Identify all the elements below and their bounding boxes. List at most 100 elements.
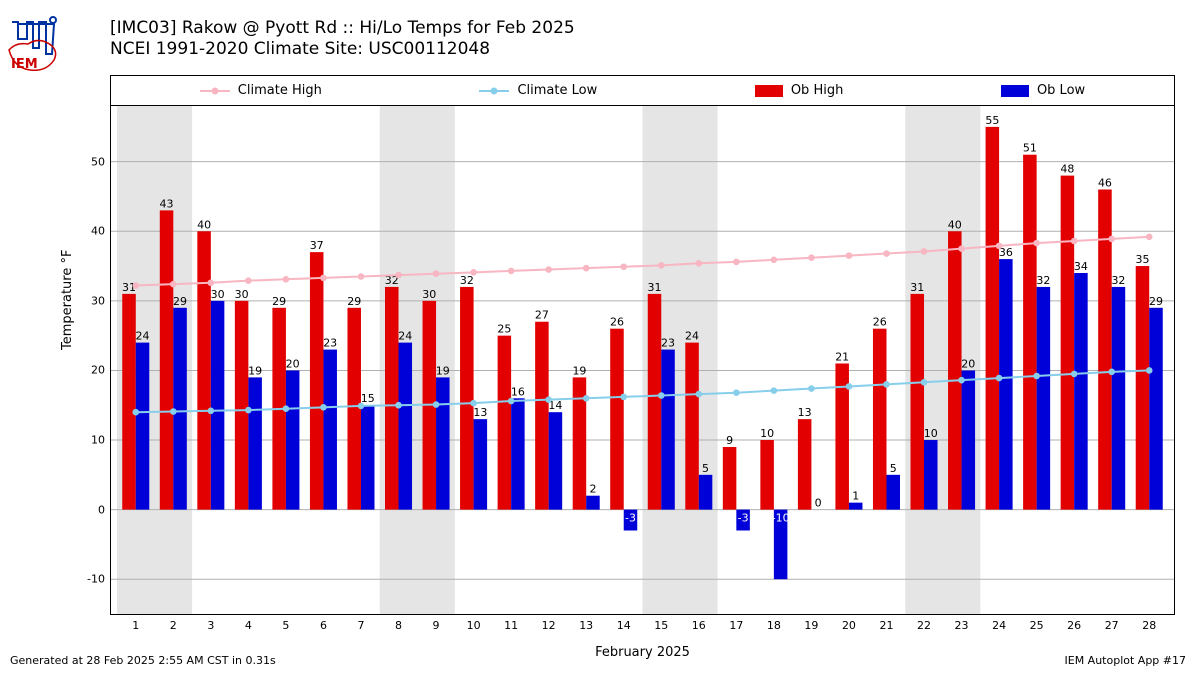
- legend-label: Ob Low: [1037, 83, 1085, 98]
- svg-text:24: 24: [685, 330, 699, 343]
- title-line-1: [IMC03] Rakow @ Pyott Rd :: Hi/Lo Temps …: [110, 18, 575, 39]
- svg-text:26: 26: [873, 316, 887, 329]
- x-tick: 25: [1030, 619, 1044, 632]
- svg-text:31: 31: [910, 281, 924, 294]
- x-tick: 16: [692, 619, 706, 632]
- x-tick: 13: [579, 619, 593, 632]
- x-tick: 3: [207, 619, 214, 632]
- y-tick: 0: [77, 503, 105, 516]
- svg-text:24: 24: [398, 330, 412, 343]
- svg-text:13: 13: [473, 406, 487, 419]
- svg-text:27: 27: [535, 309, 549, 322]
- svg-text:5: 5: [702, 462, 709, 475]
- x-tick: 11: [504, 619, 518, 632]
- x-tick: 12: [542, 619, 556, 632]
- svg-text:19: 19: [248, 364, 262, 377]
- svg-text:25: 25: [497, 323, 511, 336]
- svg-text:30: 30: [211, 288, 225, 301]
- svg-text:48: 48: [1060, 163, 1074, 176]
- iem-logo: IEM: [6, 6, 61, 79]
- x-tick: 17: [729, 619, 743, 632]
- x-tick: 8: [395, 619, 402, 632]
- plot-area: Climate High Climate Low Ob High Ob Low …: [110, 75, 1175, 615]
- footer-generated: Generated at 28 Feb 2025 2:55 AM CST in …: [10, 654, 276, 667]
- x-tick: 24: [992, 619, 1006, 632]
- y-axis-label: Temperature °F: [60, 250, 75, 350]
- svg-text:30: 30: [422, 288, 436, 301]
- svg-text:9: 9: [726, 434, 733, 447]
- svg-text:29: 29: [173, 295, 187, 308]
- x-tick: 4: [245, 619, 252, 632]
- x-tick: 6: [320, 619, 327, 632]
- chart-inner: 3124432940303019292037232915322430193213…: [111, 106, 1174, 614]
- x-tick: 9: [433, 619, 440, 632]
- svg-text:-3: -3: [625, 512, 636, 525]
- svg-text:40: 40: [197, 218, 211, 231]
- svg-text:29: 29: [347, 295, 361, 308]
- x-tick: 2: [170, 619, 177, 632]
- svg-text:20: 20: [286, 357, 300, 370]
- y-tick: 20: [77, 364, 105, 377]
- svg-text:-3: -3: [738, 512, 749, 525]
- svg-text:1: 1: [852, 490, 859, 503]
- x-tick: 21: [879, 619, 893, 632]
- y-tick: 10: [77, 434, 105, 447]
- svg-text:19: 19: [436, 364, 450, 377]
- svg-text:20: 20: [961, 357, 975, 370]
- legend-label: Climate High: [238, 83, 322, 98]
- x-tick: 18: [767, 619, 781, 632]
- x-tick: 10: [467, 619, 481, 632]
- x-tick: 19: [804, 619, 818, 632]
- svg-text:10: 10: [924, 427, 938, 440]
- x-tick: 15: [654, 619, 668, 632]
- y-tick: -10: [77, 573, 105, 586]
- title-line-2: NCEI 1991-2020 Climate Site: USC00112048: [110, 39, 575, 60]
- legend-climate-low: Climate Low: [479, 83, 597, 98]
- chart-title: [IMC03] Rakow @ Pyott Rd :: Hi/Lo Temps …: [110, 18, 575, 61]
- chart-svg: 3124432940303019292037232915322430193213…: [111, 106, 1174, 614]
- svg-text:5: 5: [890, 462, 897, 475]
- x-tick: 5: [282, 619, 289, 632]
- y-tick: 30: [77, 294, 105, 307]
- legend-ob-high: Ob High: [755, 83, 844, 98]
- svg-text:31: 31: [648, 281, 662, 294]
- x-tick: 23: [955, 619, 969, 632]
- footer-app: IEM Autoplot App #17: [1065, 654, 1187, 667]
- legend-label: Ob High: [791, 83, 844, 98]
- x-tick: 20: [842, 619, 856, 632]
- svg-text:43: 43: [160, 197, 174, 210]
- svg-text:35: 35: [1135, 253, 1149, 266]
- svg-text:34: 34: [1074, 260, 1088, 273]
- svg-text:55: 55: [985, 114, 999, 127]
- svg-text:21: 21: [835, 350, 849, 363]
- svg-text:-10: -10: [772, 512, 790, 525]
- svg-text:26: 26: [610, 316, 624, 329]
- legend-label: Climate Low: [517, 83, 597, 98]
- svg-text:51: 51: [1023, 142, 1037, 155]
- svg-text:30: 30: [235, 288, 249, 301]
- x-tick: 14: [617, 619, 631, 632]
- svg-text:40: 40: [948, 218, 962, 231]
- svg-text:24: 24: [136, 330, 150, 343]
- legend-ob-low: Ob Low: [1001, 83, 1085, 98]
- y-tick: 40: [77, 225, 105, 238]
- legend-climate-high: Climate High: [200, 83, 322, 98]
- x-tick: 22: [917, 619, 931, 632]
- x-tick: 26: [1067, 619, 1081, 632]
- svg-text:13: 13: [798, 406, 812, 419]
- svg-text:23: 23: [323, 337, 337, 350]
- svg-text:37: 37: [310, 239, 324, 252]
- svg-text:19: 19: [572, 364, 586, 377]
- svg-text:32: 32: [1111, 274, 1125, 287]
- svg-text:10: 10: [760, 427, 774, 440]
- svg-text:32: 32: [1036, 274, 1050, 287]
- x-tick: 27: [1105, 619, 1119, 632]
- legend: Climate High Climate Low Ob High Ob Low: [111, 76, 1174, 106]
- svg-text:2: 2: [589, 483, 596, 496]
- svg-text:0: 0: [815, 497, 822, 510]
- svg-text:16: 16: [511, 385, 525, 398]
- x-tick: 28: [1142, 619, 1156, 632]
- svg-text:32: 32: [460, 274, 474, 287]
- svg-text:46: 46: [1098, 177, 1112, 190]
- x-tick: 1: [132, 619, 139, 632]
